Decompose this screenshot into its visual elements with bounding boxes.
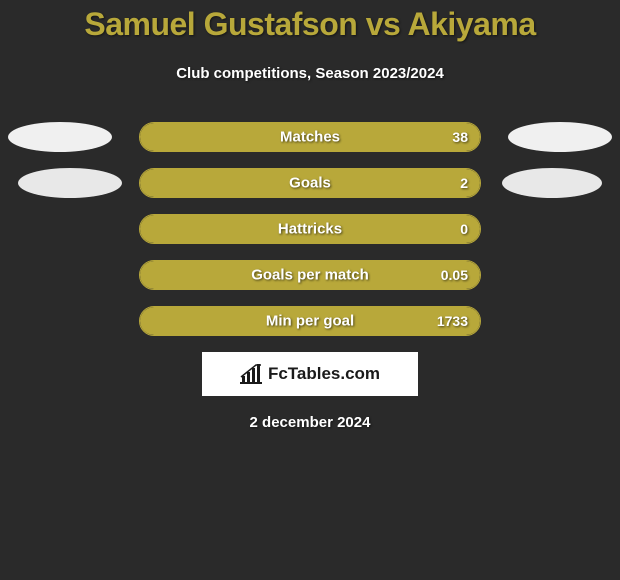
- stat-bar-goals: Goals 2: [139, 168, 481, 198]
- stat-bar-min-per-goal: Min per goal 1733: [139, 306, 481, 336]
- stat-bar-matches: Matches 38: [139, 122, 481, 152]
- stats-area: Matches 38 Goals 2 Hattricks 0 Goals per…: [0, 122, 620, 336]
- player2-avatar: [508, 122, 612, 152]
- player1-club-badge: [18, 168, 122, 198]
- stat-label: Goals per match: [251, 267, 369, 284]
- stat-value: 0.05: [441, 267, 468, 283]
- stat-label: Matches: [280, 129, 340, 146]
- stat-value: 38: [452, 129, 468, 145]
- stat-value: 2: [460, 175, 468, 191]
- player2-club-badge: [502, 168, 602, 198]
- comparison-card: Samuel Gustafson vs Akiyama Club competi…: [0, 0, 620, 431]
- branding-badge[interactable]: FcTables.com: [202, 352, 418, 396]
- stat-label: Min per goal: [266, 313, 354, 330]
- stat-label: Goals: [289, 175, 331, 192]
- chart-icon: [240, 364, 262, 384]
- stat-bars: Matches 38 Goals 2 Hattricks 0 Goals per…: [139, 122, 481, 336]
- subtitle: Club competitions, Season 2023/2024: [0, 65, 620, 82]
- player1-avatar: [8, 122, 112, 152]
- page-title: Samuel Gustafson vs Akiyama: [0, 6, 620, 43]
- stat-value: 1733: [437, 313, 468, 329]
- stat-bar-hattricks: Hattricks 0: [139, 214, 481, 244]
- stat-value: 0: [460, 221, 468, 237]
- stat-label: Hattricks: [278, 221, 342, 238]
- stat-bar-goals-per-match: Goals per match 0.05: [139, 260, 481, 290]
- date-text: 2 december 2024: [0, 414, 620, 431]
- brand-text: FcTables.com: [268, 364, 380, 384]
